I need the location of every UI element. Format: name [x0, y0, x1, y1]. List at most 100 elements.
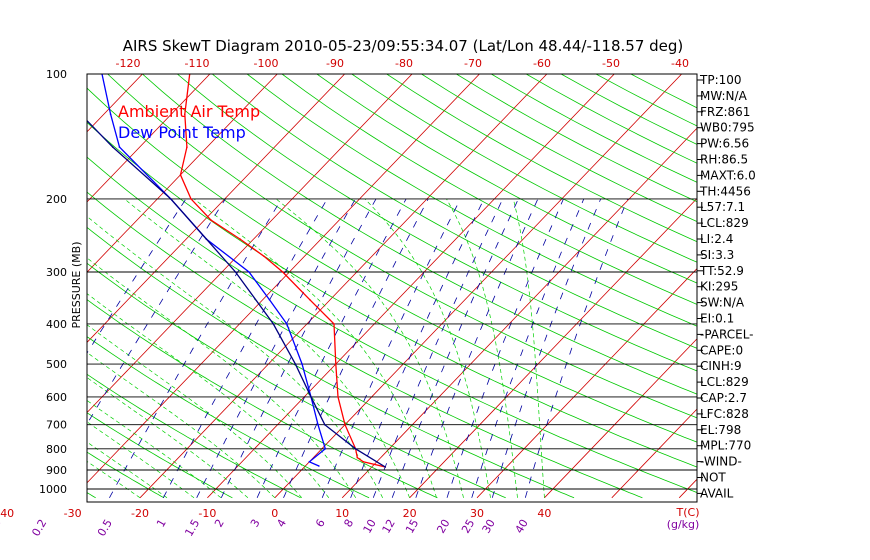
- dewpoint-temp-line-point: [118, 146, 121, 148]
- stat-label: LCL:829: [700, 375, 749, 389]
- stat-label: MAXT:6.0: [700, 168, 756, 182]
- stat-label: EI:0.1: [700, 312, 734, 326]
- dry-adiabat-line: [246, 74, 697, 327]
- parcel-line-point: [384, 466, 387, 468]
- ambient-temp-line-point: [335, 363, 337, 365]
- y-tick-label: 900: [46, 464, 67, 477]
- x-tick-label: 30: [470, 507, 484, 520]
- mixing-ratio-label: 1: [154, 517, 169, 530]
- dewpoint-temp-line-point: [301, 363, 303, 365]
- dry-adiabat-line: [87, 412, 233, 499]
- stat-label: CINH:9: [700, 359, 742, 373]
- dewpoint-temp-line-point: [109, 113, 112, 115]
- parcel-line-point: [234, 271, 237, 273]
- top-tick-label: -100: [254, 57, 279, 70]
- mixing-ratio-label: 30: [480, 517, 498, 536]
- mixing-ratio-line: [350, 198, 485, 498]
- mixing-ratio-label: 0.5: [95, 517, 115, 539]
- top-tick-label: -110: [185, 57, 210, 70]
- isotherm-line: [0, 55, 26, 498]
- parcel-line-point: [112, 146, 114, 148]
- ambient-temp-line: [179, 74, 386, 468]
- isotherm-line: [611, 408, 697, 499]
- dewpoint-temp-line-point: [308, 461, 311, 463]
- stat-label: LI:2.4: [700, 232, 733, 246]
- moist-adiabat-line: [124, 198, 410, 498]
- stat-label: RH:86.5: [700, 153, 748, 167]
- y-tick-label: 800: [46, 443, 67, 456]
- dry-adiabat-line: [351, 74, 697, 263]
- stat-label: SW:N/A: [700, 296, 745, 310]
- ambient-temp-line-point: [356, 456, 359, 459]
- dewpoint-temp-line-point: [318, 465, 320, 467]
- isotherm-line: [87, 74, 278, 273]
- parcel-line-point: [294, 363, 297, 365]
- isotherm-line: [207, 74, 615, 499]
- y-axis-label: PRESSURE (MB): [70, 242, 83, 329]
- isotherm-line: [409, 197, 697, 499]
- stat-label: LCL:829: [700, 216, 749, 230]
- dry-adiabat-line: [87, 87, 697, 443]
- dry-adiabat-line: [490, 74, 697, 183]
- stat-label: MW:N/A: [700, 89, 748, 103]
- mixing-ratio-label: 15: [403, 517, 421, 536]
- stat-label: TP:100: [699, 73, 742, 87]
- ambient-temp-line-point: [333, 323, 335, 325]
- ambient-temp-line-point: [179, 174, 182, 176]
- x-tick-label: -30: [64, 507, 82, 520]
- moist-adiabat-line: [87, 324, 303, 499]
- dewpoint-temp-line-point: [268, 299, 271, 301]
- dry-adiabat-line: [141, 74, 697, 395]
- isotherm-line: [87, 74, 346, 343]
- isotherm-line: [139, 74, 548, 499]
- dry-adiabat-line: [420, 74, 697, 222]
- parcel-line-point: [41, 73, 43, 75]
- moist-adiabat-line: [87, 215, 384, 498]
- dry-adiabat-line: [316, 74, 697, 284]
- mixing-ratio-label: 2: [212, 517, 227, 530]
- mixing-ratio-label: 40: [513, 517, 531, 536]
- mixing-ratio-line: [391, 198, 519, 498]
- top-tick-label: -70: [464, 57, 482, 70]
- y-tick-label: 300: [46, 266, 67, 279]
- dry-adiabat-line: [87, 299, 438, 499]
- mixing-ratio-label: 25: [459, 517, 477, 536]
- parcel-line-point: [205, 238, 208, 240]
- dewpoint-temp-line-point: [317, 423, 319, 426]
- dry-adiabat-line: [87, 121, 697, 468]
- stat-label: AVAIL: [700, 486, 734, 500]
- stat-label: CAPE:0: [700, 343, 743, 357]
- stat-label: MPL:770: [700, 439, 751, 453]
- moist-adiabat-line: [193, 198, 437, 498]
- plot-frame: [86, 73, 698, 503]
- stat-label: PW:6.56: [700, 137, 749, 151]
- moist-adiabat-line: [87, 257, 357, 498]
- x-tick-label: -40: [0, 507, 14, 520]
- stat-label: LFC:828: [700, 407, 749, 421]
- dry-adiabat-line: [87, 191, 643, 499]
- mixing-ratio-line: [471, 198, 585, 498]
- y-tick-label: 500: [46, 358, 67, 371]
- y-tick-label: 100: [46, 68, 67, 81]
- stat-label: NOT: [700, 471, 726, 485]
- isotherm-line: [274, 74, 683, 499]
- legend-ambient: Ambient Air Temp: [118, 102, 260, 121]
- mixing-ratio-line: [196, 198, 356, 498]
- moist-adiabat-line: [512, 198, 545, 498]
- x-tick-label: 10: [335, 507, 349, 520]
- isotherm-line: [87, 74, 481, 484]
- x-tick-label: -20: [131, 507, 149, 520]
- mixing-ratio-label: 12: [380, 517, 398, 536]
- dry-adiabat-line: [107, 74, 697, 419]
- top-tick-label: -80: [395, 57, 413, 70]
- y-tick-label: 200: [46, 193, 67, 206]
- mixing-ratio-line: [220, 198, 377, 498]
- ambient-temp-line-point: [239, 238, 241, 240]
- ambient-temp-line-point: [184, 113, 186, 115]
- dry-adiabat-line: [87, 262, 506, 499]
- dry-adiabat-line: [211, 74, 697, 349]
- mixing-ratio-label: 0.1: [0, 517, 3, 539]
- y-tick-label: 400: [46, 318, 67, 331]
- stat-label: KI:295: [700, 280, 738, 294]
